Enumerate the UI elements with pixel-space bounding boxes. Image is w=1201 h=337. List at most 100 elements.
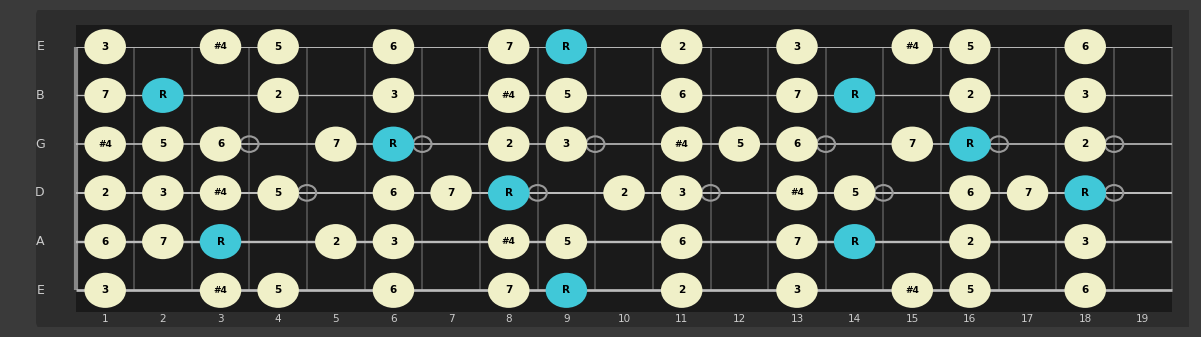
Text: #4: #4: [675, 140, 688, 149]
Ellipse shape: [315, 224, 357, 259]
Ellipse shape: [84, 127, 126, 162]
Text: 10: 10: [617, 314, 631, 324]
Bar: [135, 25, 192, 312]
Ellipse shape: [372, 127, 414, 162]
Bar: [999, 25, 1057, 312]
Text: D: D: [35, 186, 44, 200]
Text: 3: 3: [102, 42, 109, 52]
Bar: [826, 25, 884, 312]
Text: 6: 6: [1082, 285, 1089, 295]
Ellipse shape: [891, 273, 933, 308]
Text: 6: 6: [1082, 42, 1089, 52]
Ellipse shape: [372, 224, 414, 259]
Text: 17: 17: [1021, 314, 1034, 324]
Bar: [538, 25, 596, 312]
Text: 16: 16: [963, 314, 976, 324]
Bar: [711, 25, 769, 312]
Text: R: R: [966, 139, 974, 149]
Text: 19: 19: [1136, 314, 1149, 324]
Text: 2: 2: [506, 139, 513, 149]
Ellipse shape: [1064, 29, 1106, 64]
Text: 7: 7: [506, 285, 513, 295]
Ellipse shape: [776, 127, 818, 162]
Ellipse shape: [1064, 127, 1106, 162]
Text: 5: 5: [275, 42, 282, 52]
Text: R: R: [850, 237, 859, 247]
Ellipse shape: [257, 29, 299, 64]
Ellipse shape: [257, 273, 299, 308]
Bar: [942, 25, 999, 312]
Ellipse shape: [776, 224, 818, 259]
Text: 7: 7: [333, 139, 340, 149]
Text: R: R: [562, 285, 570, 295]
Text: #4: #4: [214, 42, 227, 51]
Bar: [884, 25, 942, 312]
Text: 2: 2: [679, 285, 686, 295]
Ellipse shape: [488, 78, 530, 113]
Ellipse shape: [661, 273, 703, 308]
Ellipse shape: [199, 175, 241, 210]
Ellipse shape: [1064, 273, 1106, 308]
Text: 2: 2: [160, 314, 166, 324]
Ellipse shape: [545, 29, 587, 64]
Ellipse shape: [776, 175, 818, 210]
Text: 3: 3: [563, 139, 570, 149]
Ellipse shape: [84, 273, 126, 308]
Text: 6: 6: [679, 237, 686, 247]
Text: 6: 6: [967, 188, 974, 198]
Bar: [653, 25, 711, 312]
Text: 3: 3: [390, 237, 398, 247]
Ellipse shape: [545, 127, 587, 162]
Text: 2: 2: [967, 90, 974, 100]
Text: 6: 6: [390, 42, 398, 52]
Text: 5: 5: [333, 314, 339, 324]
Ellipse shape: [315, 127, 357, 162]
Text: 6: 6: [390, 285, 398, 295]
Ellipse shape: [84, 224, 126, 259]
Bar: [769, 25, 826, 312]
Text: 4: 4: [275, 314, 281, 324]
Ellipse shape: [199, 127, 241, 162]
Ellipse shape: [142, 224, 184, 259]
Ellipse shape: [661, 175, 703, 210]
Text: 5: 5: [967, 42, 974, 52]
Text: #4: #4: [502, 91, 515, 100]
Ellipse shape: [488, 29, 530, 64]
Ellipse shape: [776, 29, 818, 64]
Text: 5: 5: [275, 188, 282, 198]
Ellipse shape: [949, 273, 991, 308]
Text: 2: 2: [275, 90, 282, 100]
Ellipse shape: [199, 273, 241, 308]
Ellipse shape: [545, 273, 587, 308]
Text: 3: 3: [160, 188, 167, 198]
Text: 7: 7: [448, 188, 455, 198]
Text: 7: 7: [1024, 188, 1032, 198]
Text: R: R: [389, 139, 398, 149]
Ellipse shape: [718, 127, 760, 162]
Text: 3: 3: [1082, 237, 1089, 247]
Text: #4: #4: [790, 188, 803, 197]
Text: 3: 3: [102, 285, 109, 295]
Text: 2: 2: [621, 188, 628, 198]
Text: R: R: [850, 90, 859, 100]
Ellipse shape: [257, 175, 299, 210]
Ellipse shape: [776, 273, 818, 308]
Text: R: R: [216, 237, 225, 247]
Text: #4: #4: [98, 140, 112, 149]
Text: 5: 5: [160, 139, 167, 149]
Text: 6: 6: [794, 139, 801, 149]
Text: 6: 6: [102, 237, 109, 247]
Text: 5: 5: [275, 285, 282, 295]
Text: G: G: [35, 137, 44, 151]
Ellipse shape: [372, 273, 414, 308]
Text: 2: 2: [967, 237, 974, 247]
Ellipse shape: [142, 78, 184, 113]
Text: B: B: [36, 89, 44, 102]
Ellipse shape: [949, 224, 991, 259]
Bar: [307, 25, 365, 312]
Ellipse shape: [949, 78, 991, 113]
Ellipse shape: [84, 175, 126, 210]
Text: 8: 8: [506, 314, 512, 324]
Ellipse shape: [891, 127, 933, 162]
Ellipse shape: [833, 78, 876, 113]
